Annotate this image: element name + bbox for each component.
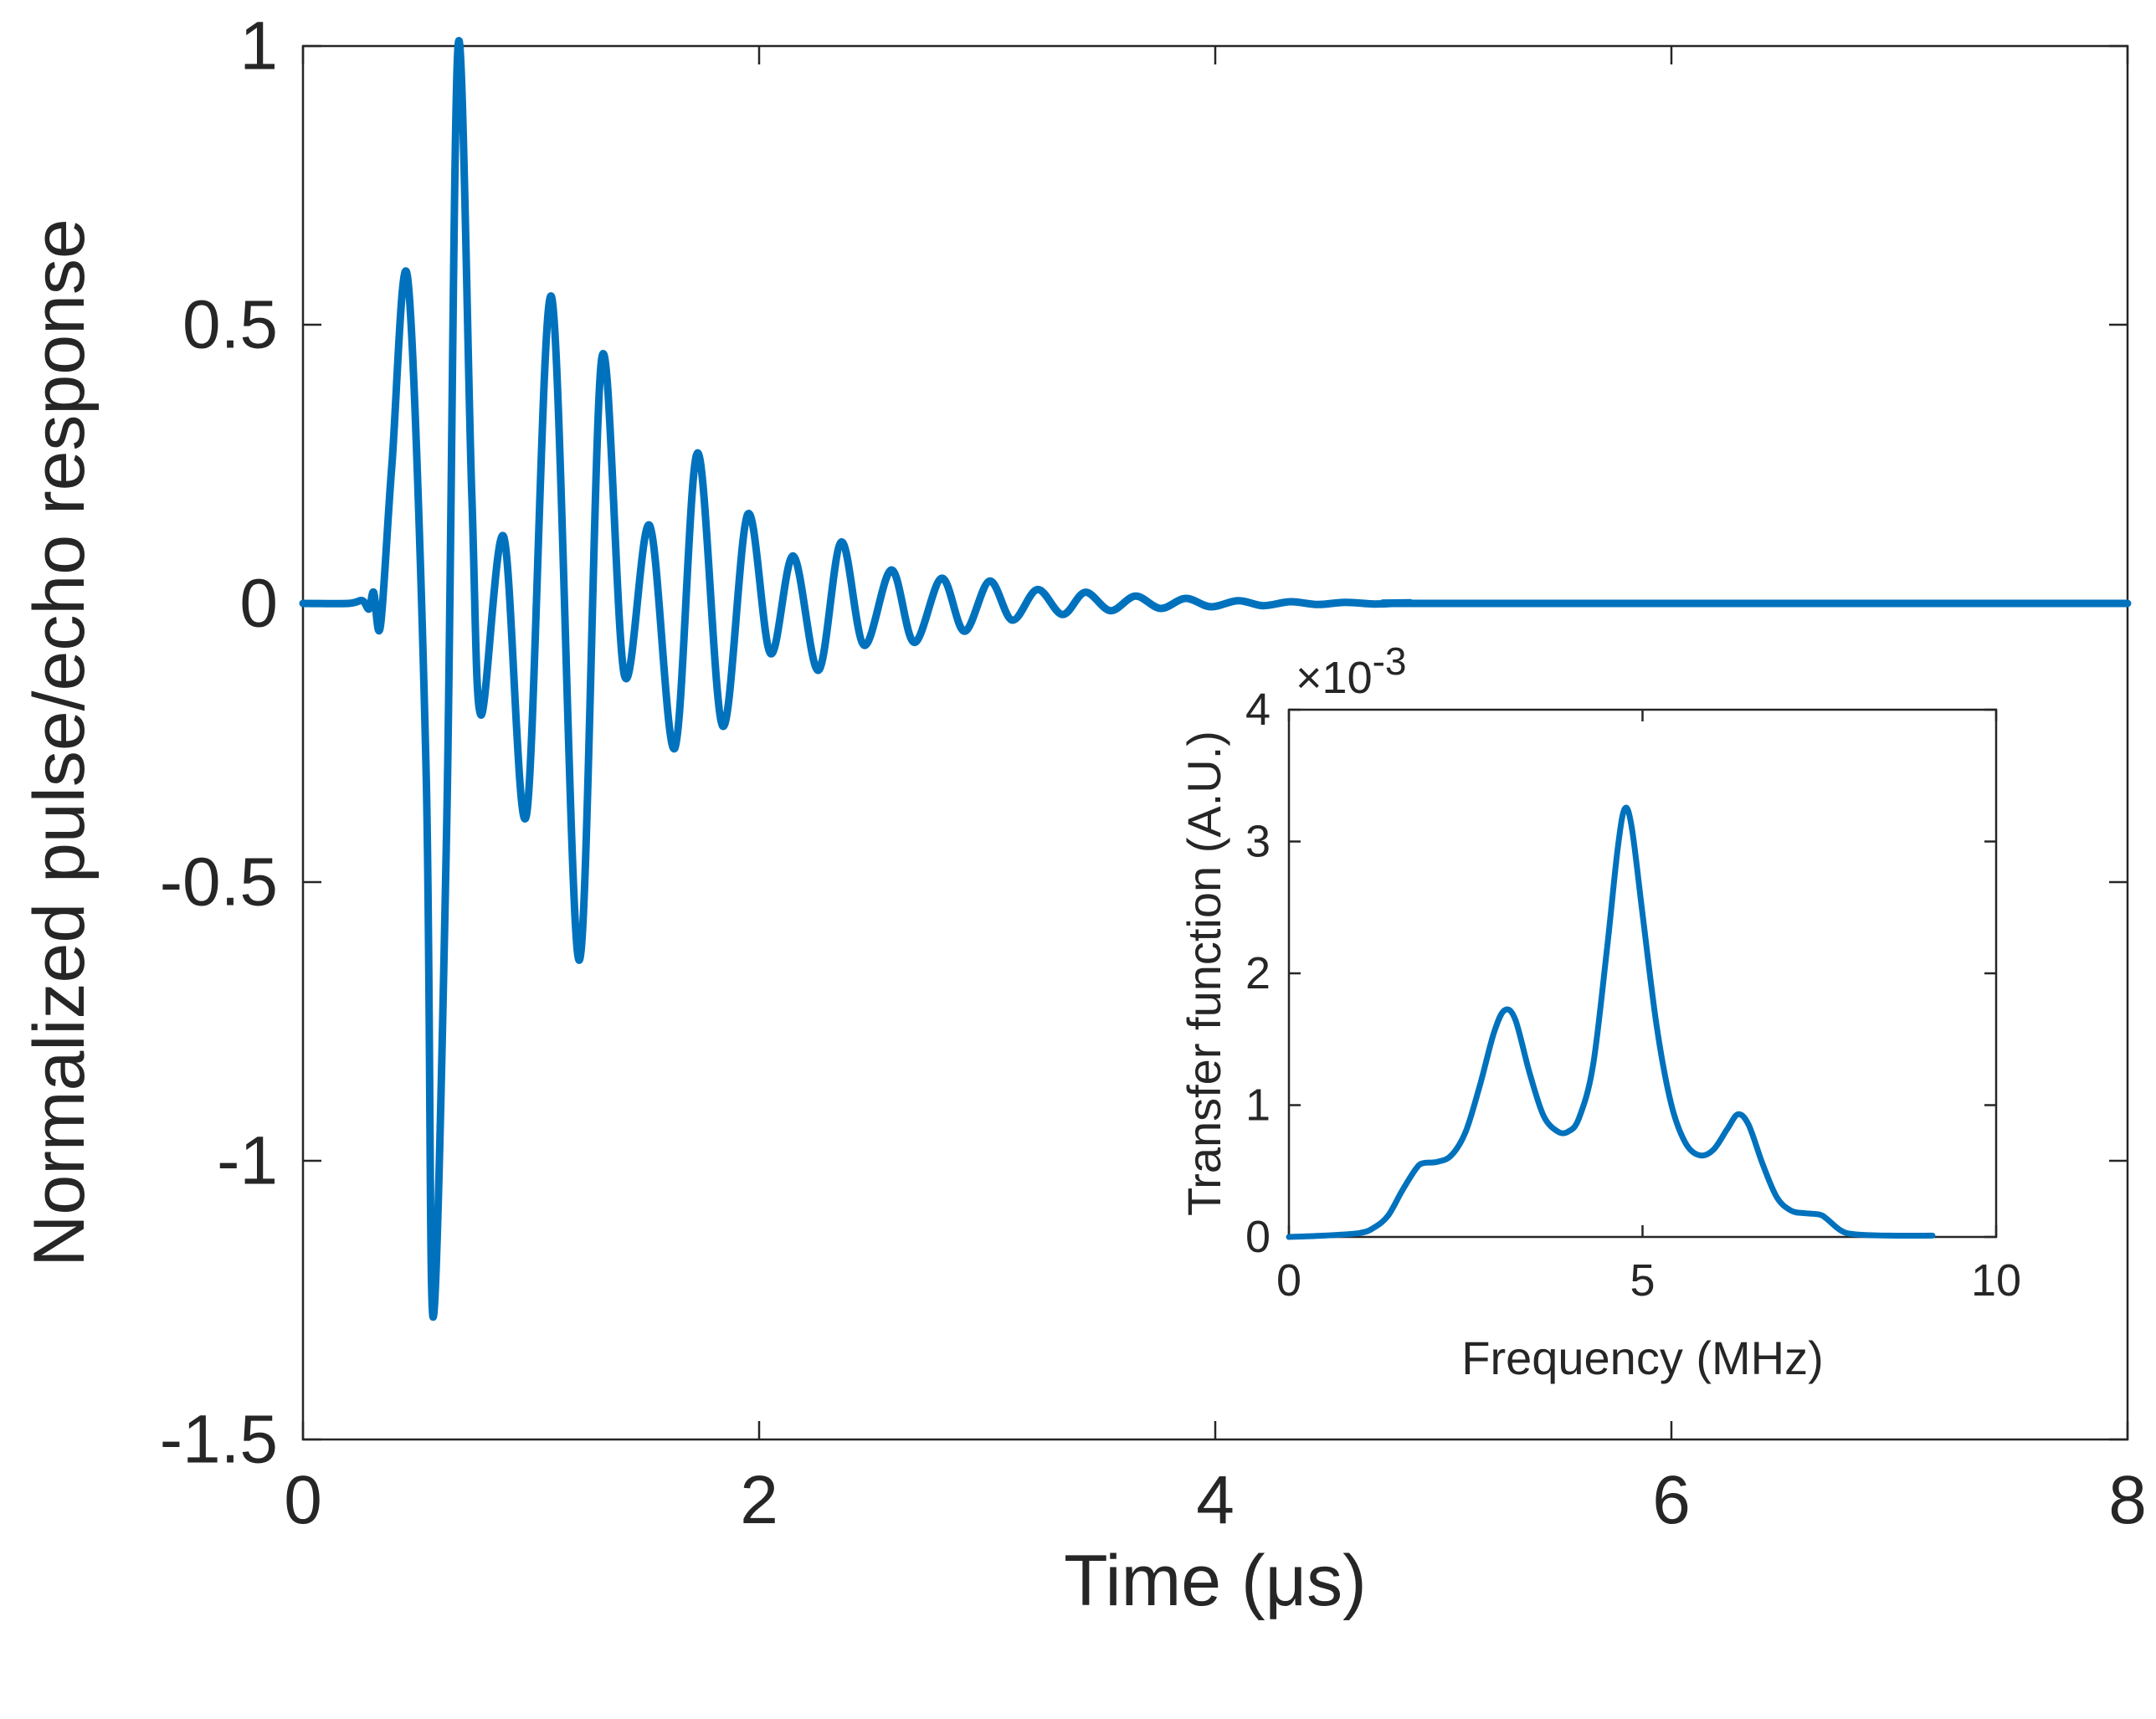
inset-y-tick-label: 0: [1245, 1212, 1270, 1262]
main-y-tick-label: 0: [239, 566, 278, 642]
inset-y-tick-label: 1: [1245, 1080, 1270, 1131]
main-y-tick-label: -0.5: [160, 844, 278, 921]
main-x-tick-label: 0: [284, 1462, 322, 1538]
inset-y-exponent-label: ×10-3: [1296, 639, 1407, 703]
inset-series-line-0: [1286, 804, 1936, 1240]
inset-exponent-base: ×10: [1296, 653, 1373, 703]
main-x-tick-label: 6: [1652, 1462, 1691, 1538]
inset-plot: 0 5 10 0 1 2 3 4 Frequency (MHz) Transfer functio…: [1178, 639, 2021, 1384]
main-x-axis-label: Time (μs): [1064, 1541, 1367, 1621]
inset-x-axis-label: Frequency (MHz): [1461, 1332, 1824, 1384]
inset-y-axis-label: Transfer function (A.U.): [1178, 731, 1230, 1216]
main-y-tick-label: 1: [239, 8, 278, 85]
inset-x-tick-label: 10: [1971, 1255, 2021, 1306]
main-y-tick-label: -1: [217, 1123, 278, 1199]
main-x-tick-label: 8: [2108, 1462, 2147, 1538]
main-x-tick-label: 4: [1196, 1462, 1235, 1538]
main-y-tick-label: 0.5: [182, 287, 278, 363]
inset-x-tick-label: 5: [1630, 1255, 1655, 1306]
main-plot: 0 2 4 6 8 -1.5 -1 -0.5 0 0.5 1 Time (μs) Normalized …: [19, 8, 2147, 1622]
main-y-axis-label: Normalized pulse/echo response: [19, 218, 100, 1266]
main-y-tick-label: -1.5: [160, 1402, 278, 1478]
inset-x-tick-label: 0: [1276, 1255, 1301, 1306]
inset-background: [1289, 710, 1996, 1237]
inset-y-tick-label: 4: [1245, 685, 1270, 735]
inset-exponent-power: -3: [1373, 639, 1407, 683]
main-series-line-0: [299, 37, 2132, 1321]
inset-y-tick-label: 2: [1245, 948, 1270, 998]
inset-y-tick-label: 3: [1245, 817, 1270, 867]
main-x-tick-label: 2: [740, 1462, 778, 1538]
